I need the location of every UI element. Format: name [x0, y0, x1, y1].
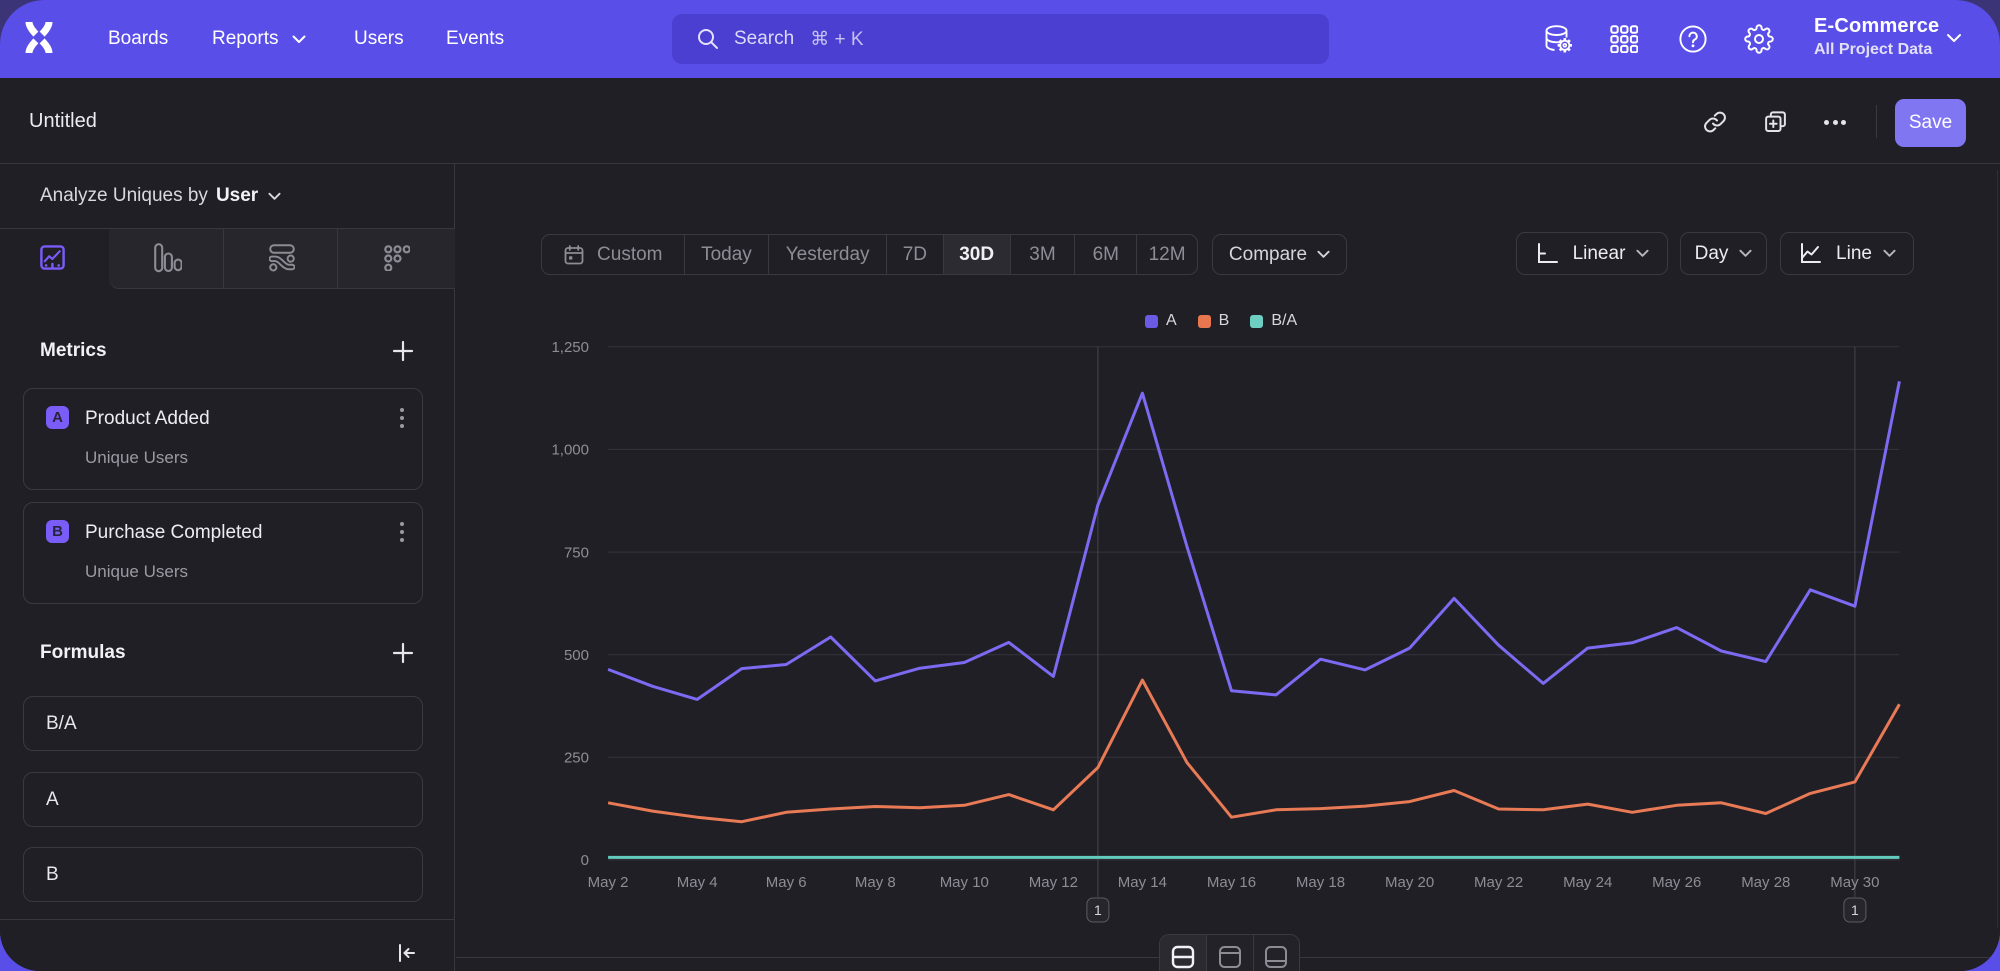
svg-text:May 16: May 16 [1207, 874, 1256, 891]
svg-text:May 28: May 28 [1741, 874, 1790, 891]
svg-text:May 22: May 22 [1474, 874, 1523, 891]
svg-text:May 26: May 26 [1652, 874, 1701, 891]
svg-text:1: 1 [1851, 902, 1859, 918]
svg-text:May 14: May 14 [1118, 874, 1167, 891]
svg-text:750: 750 [564, 544, 589, 561]
svg-text:0: 0 [581, 852, 589, 869]
svg-text:May 30: May 30 [1830, 874, 1879, 891]
svg-text:500: 500 [564, 647, 589, 664]
svg-text:May 2: May 2 [588, 874, 629, 891]
svg-text:May 20: May 20 [1385, 874, 1434, 891]
svg-text:May 18: May 18 [1296, 874, 1345, 891]
svg-text:May 24: May 24 [1563, 874, 1612, 891]
svg-text:May 6: May 6 [766, 874, 807, 891]
svg-text:250: 250 [564, 750, 589, 767]
svg-text:May 10: May 10 [940, 874, 989, 891]
svg-text:May 8: May 8 [855, 874, 896, 891]
svg-text:1,250: 1,250 [551, 339, 589, 356]
svg-text:May 4: May 4 [677, 874, 718, 891]
svg-text:May 12: May 12 [1029, 874, 1078, 891]
svg-text:1,000: 1,000 [551, 442, 589, 459]
svg-text:1: 1 [1094, 902, 1102, 918]
